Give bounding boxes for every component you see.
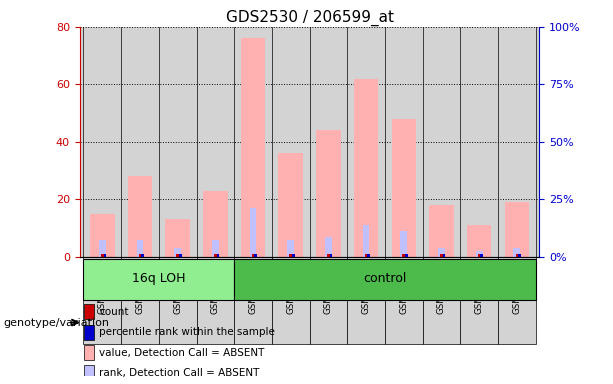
Bar bbox=[252, 254, 254, 257]
Text: GSM118316: GSM118316 bbox=[98, 262, 107, 314]
FancyBboxPatch shape bbox=[83, 257, 121, 344]
FancyBboxPatch shape bbox=[460, 257, 498, 344]
Bar bbox=[292, 254, 295, 257]
Bar bbox=[104, 254, 106, 257]
Bar bbox=[84, 325, 94, 339]
Bar bbox=[365, 254, 367, 257]
Bar bbox=[403, 254, 405, 257]
Text: GSM118326: GSM118326 bbox=[474, 262, 484, 314]
FancyBboxPatch shape bbox=[272, 257, 310, 344]
Bar bbox=[478, 254, 481, 257]
Bar bbox=[504, 202, 529, 257]
Bar bbox=[429, 205, 454, 257]
Bar bbox=[84, 365, 94, 380]
Bar bbox=[443, 254, 446, 257]
Text: GSM118318: GSM118318 bbox=[173, 262, 182, 314]
Bar bbox=[137, 240, 143, 257]
Text: value, Detection Call = ABSENT: value, Detection Call = ABSENT bbox=[99, 348, 264, 358]
Bar bbox=[203, 191, 227, 257]
Bar bbox=[212, 240, 219, 257]
Bar bbox=[166, 219, 190, 257]
Bar bbox=[128, 176, 152, 257]
Text: GSM118323: GSM118323 bbox=[362, 262, 371, 314]
Bar bbox=[84, 346, 94, 360]
Bar bbox=[249, 208, 256, 257]
Bar bbox=[516, 254, 518, 257]
Bar bbox=[179, 254, 181, 257]
Text: GSM118319: GSM118319 bbox=[211, 262, 220, 314]
FancyBboxPatch shape bbox=[347, 257, 385, 344]
Bar bbox=[467, 225, 492, 257]
FancyBboxPatch shape bbox=[197, 257, 234, 344]
Bar bbox=[367, 254, 370, 257]
Bar bbox=[241, 38, 265, 257]
Text: GSM118325: GSM118325 bbox=[437, 262, 446, 314]
Text: genotype/variation: genotype/variation bbox=[3, 318, 109, 328]
Text: 16q LOH: 16q LOH bbox=[132, 272, 186, 285]
FancyBboxPatch shape bbox=[234, 257, 272, 344]
Bar bbox=[327, 254, 330, 257]
Bar bbox=[405, 254, 408, 257]
FancyBboxPatch shape bbox=[498, 257, 536, 344]
Bar bbox=[440, 254, 443, 257]
Bar bbox=[392, 119, 416, 257]
Text: GSM118317: GSM118317 bbox=[135, 262, 145, 314]
Text: GSM118327: GSM118327 bbox=[512, 262, 521, 314]
Bar bbox=[400, 231, 407, 257]
FancyBboxPatch shape bbox=[422, 257, 460, 344]
Bar bbox=[287, 240, 294, 257]
Bar bbox=[254, 254, 257, 257]
Bar bbox=[514, 248, 520, 257]
FancyBboxPatch shape bbox=[159, 257, 197, 344]
Bar bbox=[330, 254, 332, 257]
Bar bbox=[354, 79, 378, 257]
Text: percentile rank within the sample: percentile rank within the sample bbox=[99, 327, 275, 337]
Bar bbox=[83, 259, 234, 300]
Text: rank, Detection Call = ABSENT: rank, Detection Call = ABSENT bbox=[99, 367, 259, 377]
Title: GDS2530 / 206599_at: GDS2530 / 206599_at bbox=[226, 9, 394, 25]
Bar bbox=[278, 153, 303, 257]
Bar bbox=[438, 248, 445, 257]
Bar bbox=[214, 254, 216, 257]
Bar bbox=[325, 237, 332, 257]
Bar bbox=[177, 254, 179, 257]
Bar bbox=[142, 254, 144, 257]
Text: GSM118322: GSM118322 bbox=[324, 262, 333, 314]
Bar bbox=[363, 225, 370, 257]
Bar bbox=[289, 254, 292, 257]
Text: count: count bbox=[99, 306, 129, 316]
Text: control: control bbox=[364, 272, 406, 285]
Bar bbox=[174, 248, 181, 257]
Bar bbox=[234, 259, 536, 300]
FancyBboxPatch shape bbox=[310, 257, 347, 344]
Text: GSM118321: GSM118321 bbox=[286, 262, 295, 314]
Bar bbox=[518, 254, 521, 257]
Bar bbox=[84, 304, 94, 319]
Bar bbox=[90, 214, 115, 257]
Bar bbox=[216, 254, 219, 257]
Bar bbox=[476, 251, 482, 257]
Text: GSM118320: GSM118320 bbox=[248, 262, 257, 314]
Text: GSM118324: GSM118324 bbox=[399, 262, 408, 314]
FancyBboxPatch shape bbox=[121, 257, 159, 344]
Bar bbox=[101, 254, 104, 257]
FancyBboxPatch shape bbox=[385, 257, 422, 344]
Bar bbox=[99, 240, 105, 257]
Bar bbox=[481, 254, 483, 257]
Bar bbox=[316, 130, 341, 257]
Bar bbox=[139, 254, 142, 257]
